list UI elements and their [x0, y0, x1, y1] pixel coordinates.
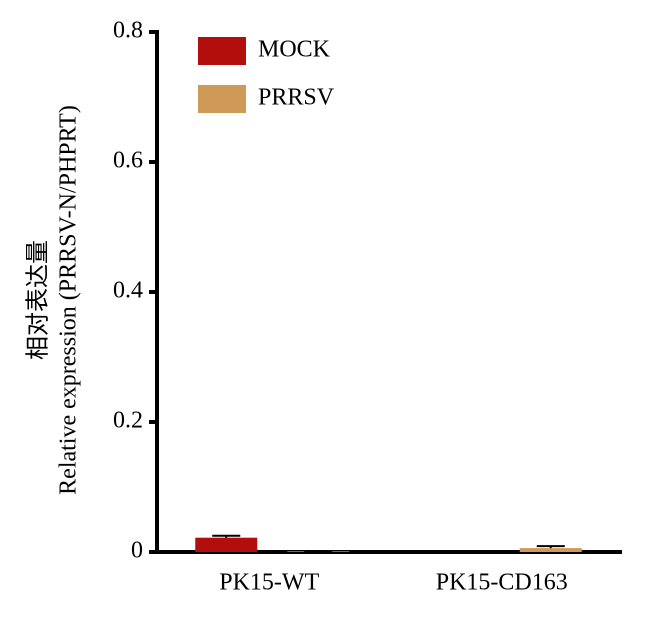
error-bar — [536, 545, 565, 549]
x-tick-label: PK15-CD163 — [436, 570, 568, 596]
legend-label: PRRSV — [258, 85, 335, 111]
legend-swatch — [198, 85, 246, 113]
y-tick-label: 0.2 — [113, 408, 143, 434]
bar — [195, 537, 258, 552]
y-axis-label: 相对表达量 — [25, 240, 52, 360]
y-tick-label: 0.8 — [113, 18, 143, 44]
bar — [519, 548, 582, 552]
x-tick-label: PK15-WT — [219, 570, 319, 596]
y-axis-label: Relative expression (PRRSV-N/PHPRT) — [56, 105, 82, 495]
y-tick-label: 0 — [131, 538, 143, 564]
error-bar — [212, 534, 241, 538]
legend-swatch — [198, 37, 246, 65]
y-tick-label: 0.6 — [113, 148, 143, 174]
legend-label: MOCK — [258, 37, 331, 63]
y-tick-label: 0.4 — [113, 278, 143, 304]
